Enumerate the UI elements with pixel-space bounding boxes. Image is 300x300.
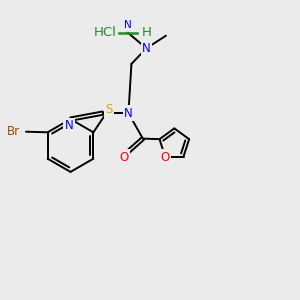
Text: N: N: [124, 106, 133, 120]
Text: O: O: [119, 151, 128, 164]
Text: S: S: [105, 103, 113, 116]
Text: H: H: [142, 26, 151, 40]
Text: Br: Br: [7, 125, 20, 138]
Text: N: N: [124, 20, 132, 30]
Text: N: N: [142, 42, 151, 55]
Text: O: O: [160, 151, 170, 164]
Text: N: N: [64, 119, 74, 132]
Text: HCl: HCl: [94, 26, 116, 40]
